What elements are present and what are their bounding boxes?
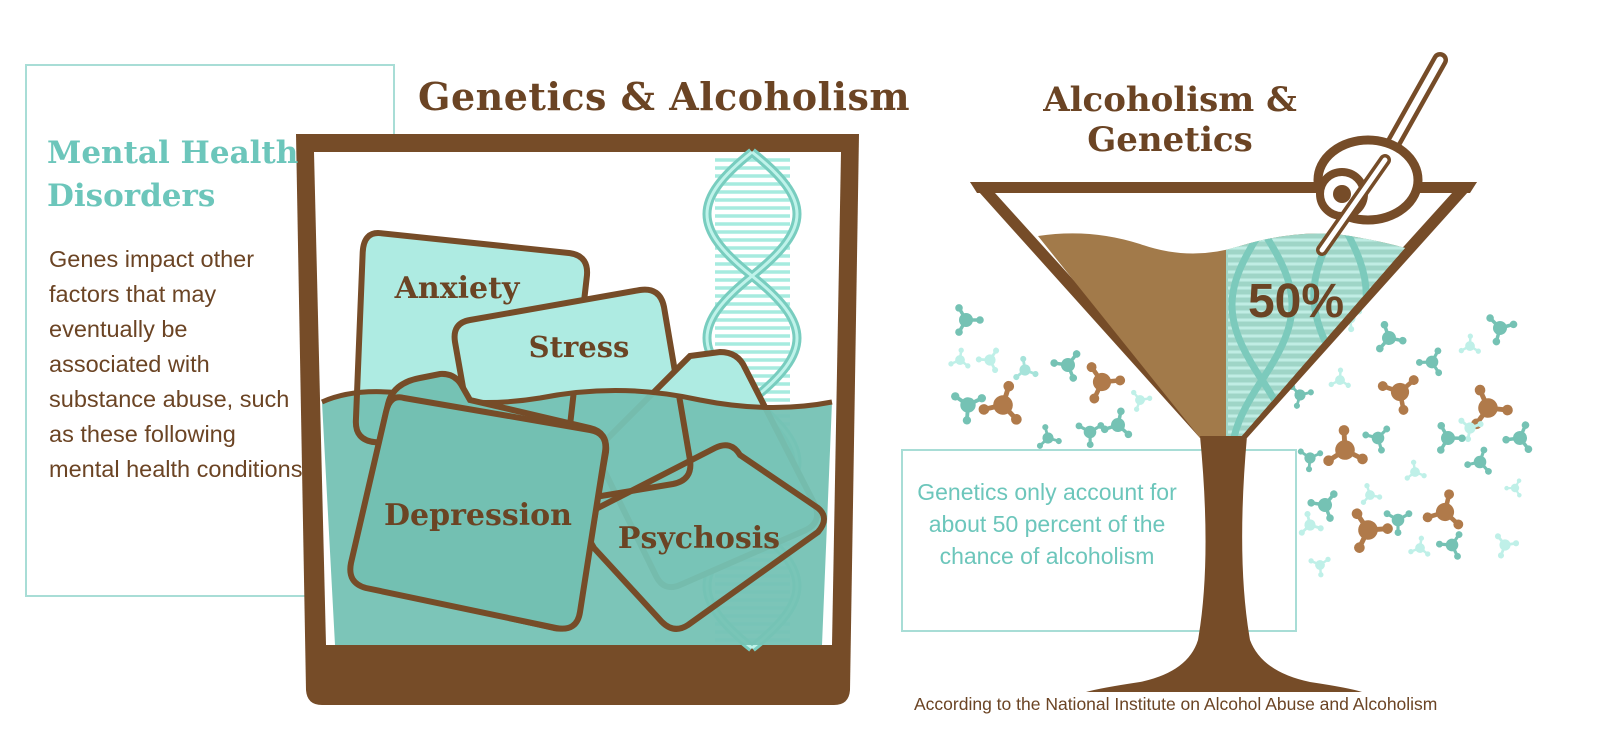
molecule-icon	[1351, 508, 1393, 553]
molecule-icon	[1471, 384, 1513, 430]
martini-title: Alcoholism & Genetics	[1043, 80, 1297, 160]
molecule-icon	[1307, 490, 1338, 522]
cube-label-psychosis: Psychosis	[618, 521, 780, 556]
molecule-icon	[1050, 350, 1081, 382]
molecule-icon	[1323, 425, 1368, 466]
cube-label-depression: Depression	[384, 498, 572, 533]
molecule-icon	[1297, 448, 1324, 473]
molecule-icon	[1383, 510, 1413, 537]
cube-label-anxiety: Anxiety	[394, 271, 521, 306]
molecule-icon	[1298, 511, 1324, 536]
molecule-icon	[1408, 535, 1431, 557]
molecule-icon	[1404, 459, 1427, 481]
molecule-icon	[1360, 483, 1383, 505]
molecule-icon	[1328, 367, 1351, 388]
molecule-icon	[1075, 422, 1105, 449]
molecule-icon	[1013, 355, 1039, 381]
molecule-icon	[1131, 389, 1153, 412]
molecule-icon	[1458, 333, 1481, 354]
molecule-icon	[1415, 347, 1443, 377]
molecule-icon	[1458, 417, 1484, 443]
page-title: Genetics & Alcoholism	[418, 74, 911, 119]
ice-cube-depression	[347, 370, 610, 632]
cube-label-stress: Stress	[529, 330, 630, 364]
molecule-icon	[955, 304, 984, 336]
molecule-icon	[1036, 424, 1062, 449]
molecule-icon	[1486, 314, 1518, 346]
molecule-icon	[951, 392, 987, 425]
molecule-icon	[1502, 421, 1533, 453]
mental-health-body: Genes impact other factors that may even…	[49, 246, 303, 482]
molecule-icon	[1464, 446, 1492, 475]
molecule-icon	[1494, 533, 1520, 559]
molecule-icon	[1376, 320, 1407, 353]
mental-health-heading: Mental Health Disorders	[47, 135, 299, 214]
molecule-icon	[1436, 531, 1463, 560]
percent-label: 50%	[1248, 275, 1344, 328]
source-citation: According to the National Institute on A…	[914, 694, 1438, 714]
genetics-note-text: Genetics only account for about 50 perce…	[917, 479, 1177, 569]
molecule-icon	[1308, 556, 1331, 578]
molecule-icon	[1377, 375, 1419, 415]
martini-stem	[1086, 436, 1362, 692]
molecule-icon	[1504, 478, 1522, 498]
molecule-icon	[978, 380, 1022, 425]
molecule-icon	[975, 347, 1000, 374]
molecule-icon	[1362, 425, 1391, 454]
molecule-icon	[1422, 489, 1464, 530]
molecule-icon	[948, 347, 971, 369]
molecule-icon	[1289, 383, 1314, 409]
molecule-icon	[1086, 362, 1126, 404]
molecule-icon	[1436, 421, 1466, 454]
